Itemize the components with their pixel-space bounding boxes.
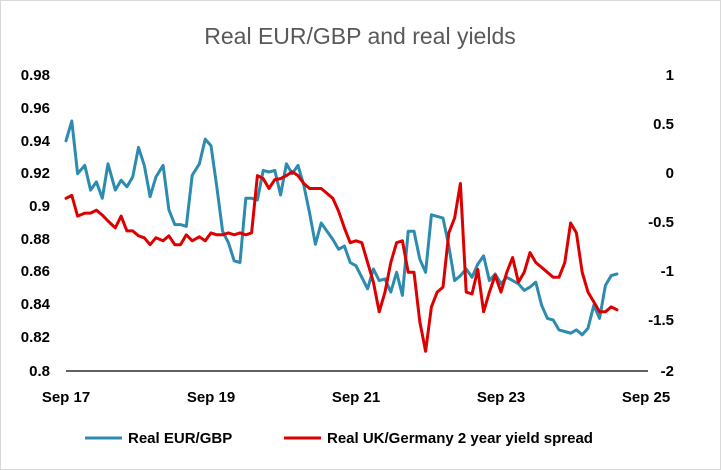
x-tick-label: Sep 17: [42, 389, 90, 406]
y-right-tick-label: 0: [666, 165, 674, 182]
x-tick-label: Sep 23: [477, 389, 525, 406]
y-right-tick-label: -2: [661, 363, 674, 380]
y-left-tick-label: 0.94: [21, 133, 51, 150]
series-layer: [64, 119, 619, 353]
y-right-tick-group: 1 0.5 0 -0.5 -1 -1.5 -2: [648, 67, 674, 380]
x-tick-label: Sep 19: [187, 389, 235, 406]
x-tick-label: Sep 25: [622, 389, 670, 406]
y-right-tick-label: 0.5: [653, 116, 674, 133]
series-line-real-eur-gbp: [64, 119, 619, 337]
legend-label-real-uk-germany-spread: Real UK/Germany 2 year yield spread: [327, 430, 593, 447]
y-left-tick-label: 0.86: [21, 263, 50, 280]
y-left-tick-label: 0.8: [29, 363, 50, 380]
y-left-tick-label: 0.96: [21, 100, 50, 117]
legend: Real EUR/GBP Real UK/Germany 2 year yiel…: [85, 430, 593, 447]
x-tick-label: Sep 21: [332, 389, 380, 406]
y-left-tick-label: 0.9: [29, 198, 50, 215]
y-right-tick-label: -0.5: [648, 214, 674, 231]
y-right-tick-label: 1: [666, 67, 674, 84]
series-line-real-uk-germany-spread: [64, 170, 619, 353]
y-left-tick-label: 0.92: [21, 165, 50, 182]
y-left-tick-label: 0.82: [21, 329, 50, 346]
legend-label-real-eur-gbp: Real EUR/GBP: [128, 430, 232, 447]
chart-title: Real EUR/GBP and real yields: [204, 23, 516, 49]
y-left-tick-group: 0.98 0.96 0.94 0.92 0.9 0.88 0.86 0.84 0…: [21, 67, 51, 380]
y-right-tick-label: -1.5: [648, 312, 674, 329]
y-right-tick-label: -1: [661, 263, 674, 280]
y-left-tick-label: 0.98: [21, 67, 50, 84]
x-tick-group: Sep 17 Sep 19 Sep 21 Sep 23 Sep 25: [42, 389, 670, 406]
y-left-tick-label: 0.88: [21, 231, 50, 248]
y-left-tick-label: 0.84: [21, 296, 51, 313]
